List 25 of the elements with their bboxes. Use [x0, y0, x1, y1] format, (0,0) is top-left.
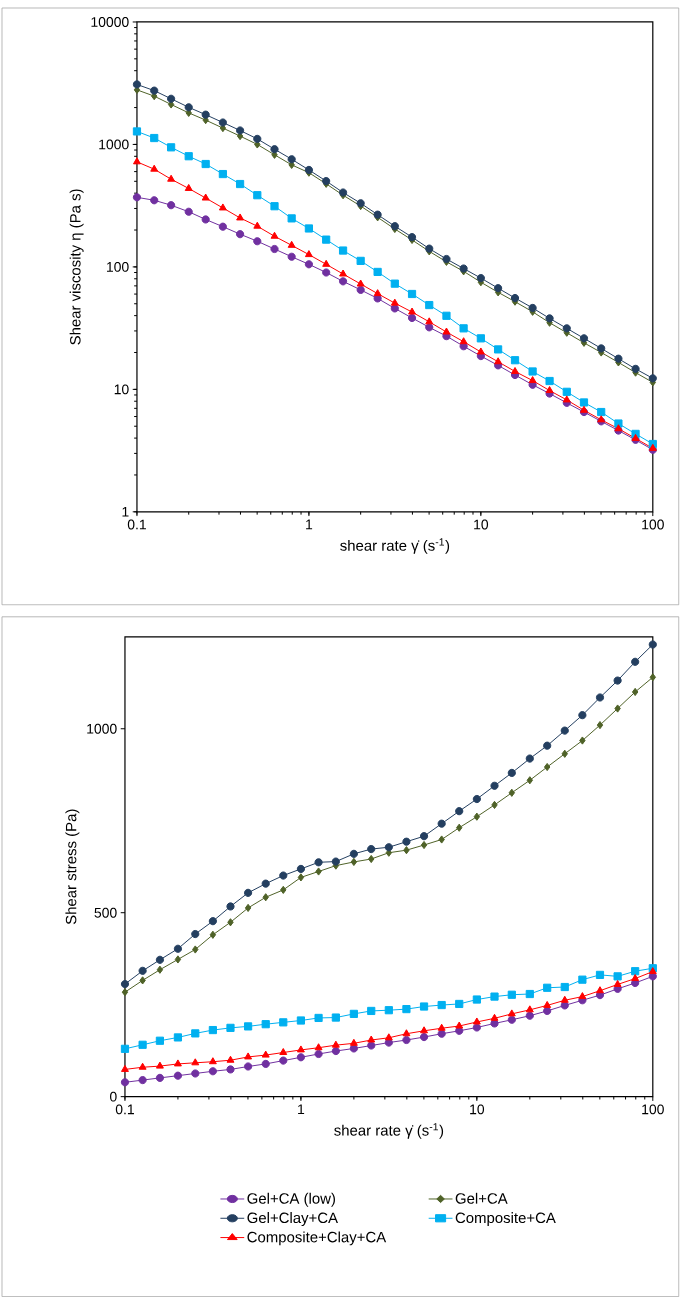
y-tick-label: 1000 — [87, 723, 117, 734]
x-tick-label: 10 — [470, 1104, 485, 1115]
x-tick-label: 0.1 — [127, 519, 147, 530]
y-axis-title: Shear viscosity η (Pa s) — [69, 189, 84, 345]
x-tick-label: 1 — [306, 519, 313, 530]
x-tick-label: 100 — [642, 519, 665, 530]
y-tick-label: 10 — [114, 384, 129, 395]
legend-label: Composite+Clay+CA — [247, 1231, 387, 1246]
y-tick-label: 500 — [94, 907, 117, 918]
legend-label: Gel+CA — [455, 1192, 508, 1204]
legend-label: Composite+CA — [455, 1212, 556, 1227]
x-axis-title: shear rate γ̇ (s$^{-1}$) — [340, 538, 450, 554]
y-tick-label: 100 — [107, 261, 129, 272]
y-tick-label: 10000 — [91, 17, 129, 27]
x-tick-label: 10 — [474, 519, 489, 530]
legend-label: Gel+CA (low) — [247, 1192, 336, 1207]
legend-label: Gel+Clay+CA — [247, 1212, 339, 1227]
y-axis-title: Shear stress (Pa) — [65, 809, 80, 925]
y-tick-label: 0 — [110, 1091, 117, 1102]
x-tick-label: 1 — [298, 1104, 305, 1115]
x-axis-title: shear rate γ̇ (s$^{-1}$) — [334, 1123, 444, 1139]
x-tick-label: 0.1 — [115, 1104, 135, 1115]
x-tick-label: 100 — [642, 1104, 665, 1115]
y-tick-label: 1000 — [99, 139, 129, 150]
y-tick-label: 1 — [122, 507, 129, 517]
